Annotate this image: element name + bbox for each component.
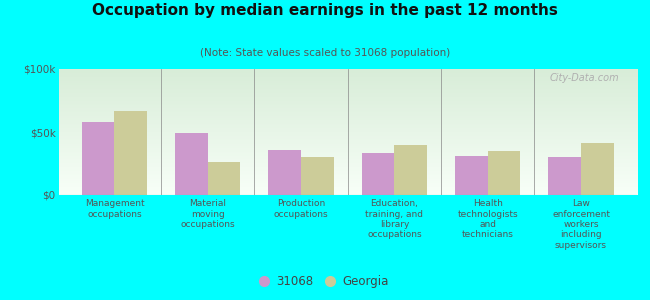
Legend: 31068, Georgia: 31068, Georgia [257,271,393,291]
Bar [395,145,427,195]
Bar [208,162,240,195]
Bar [362,153,395,195]
Bar [549,157,581,195]
Bar [301,157,333,195]
Text: Occupation by median earnings in the past 12 months: Occupation by median earnings in the pas… [92,3,558,18]
Text: (Note: State values scaled to 31068 population): (Note: State values scaled to 31068 popu… [200,48,450,58]
Bar [175,133,208,195]
Bar [488,151,521,195]
Bar [82,122,114,195]
Bar [268,150,301,195]
Bar [455,156,488,195]
Text: City-Data.com: City-Data.com [550,73,619,83]
Bar [114,111,147,195]
Bar [581,143,614,195]
